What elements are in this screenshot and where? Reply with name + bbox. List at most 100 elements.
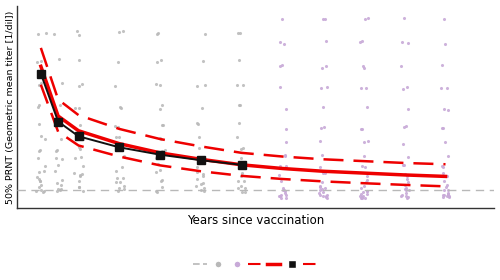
Point [32, 60, 40, 64]
Point [240, 186, 248, 191]
Point [78, 172, 86, 176]
Point [114, 189, 122, 194]
Point [192, 169, 200, 174]
Point [75, 58, 83, 62]
Point [37, 59, 45, 63]
Point [75, 135, 83, 139]
Point [316, 191, 324, 196]
Point [276, 194, 283, 199]
Point [440, 179, 448, 184]
Point [52, 123, 60, 128]
Point [34, 32, 42, 36]
Point [362, 86, 370, 90]
Point [76, 84, 84, 88]
Point [319, 170, 327, 175]
Point [404, 177, 411, 182]
Point [404, 188, 412, 192]
Point [278, 17, 285, 21]
Point [318, 66, 326, 70]
Point [276, 40, 284, 44]
Point [318, 179, 326, 184]
Point [397, 64, 405, 68]
Point [74, 32, 82, 37]
Point [35, 176, 43, 181]
Point [322, 195, 330, 199]
Point [440, 188, 448, 192]
Point [444, 191, 452, 195]
Point [356, 193, 364, 198]
Point [158, 123, 166, 127]
Point [444, 191, 452, 196]
Point [42, 164, 50, 169]
Point [74, 179, 82, 184]
Point [198, 59, 206, 63]
Point [399, 86, 407, 91]
Point [320, 190, 328, 194]
Point [240, 83, 248, 87]
Point [199, 181, 207, 186]
Point [117, 106, 125, 110]
Point [280, 42, 288, 46]
Point [116, 180, 124, 185]
Point [398, 39, 406, 44]
Legend: , , , , , , : , , , , , , [190, 256, 322, 272]
Point [322, 193, 330, 198]
Point [116, 105, 124, 109]
Point [58, 81, 66, 85]
Point [319, 105, 327, 109]
Point [75, 185, 83, 190]
Point [37, 183, 45, 188]
Point [234, 179, 242, 183]
Point [438, 62, 446, 67]
Point [202, 83, 209, 87]
Point [398, 163, 406, 168]
Point [438, 85, 446, 90]
Point [37, 81, 45, 85]
Point [200, 186, 208, 190]
Point [79, 189, 87, 193]
Point [282, 164, 290, 168]
Point [234, 186, 242, 190]
Point [76, 155, 84, 159]
Point [276, 196, 284, 200]
Point [438, 126, 446, 131]
Point [35, 103, 43, 107]
Point [112, 169, 120, 173]
Point [115, 30, 123, 34]
Point [54, 162, 62, 167]
Point [364, 192, 372, 196]
Point [238, 147, 246, 152]
Point [404, 155, 412, 159]
Point [358, 127, 366, 131]
Point [240, 179, 248, 183]
Point [358, 186, 366, 190]
Point [194, 121, 202, 125]
Point [276, 164, 284, 169]
Point [156, 106, 164, 111]
Point [280, 154, 288, 158]
Point [234, 31, 242, 36]
Point [76, 185, 84, 190]
Point [79, 137, 87, 141]
Point [76, 174, 84, 178]
Point [445, 195, 453, 199]
Point [38, 134, 46, 139]
Point [54, 187, 62, 192]
Point [158, 149, 166, 153]
Point [200, 174, 207, 178]
Point [233, 134, 241, 139]
Point [320, 125, 328, 130]
Point [76, 173, 84, 178]
Point [400, 172, 408, 177]
Point [358, 195, 366, 199]
Point [362, 196, 370, 200]
Point [276, 193, 284, 197]
Point [316, 165, 324, 169]
Point [445, 193, 453, 198]
Point [278, 62, 286, 67]
Point [360, 140, 368, 144]
Point [154, 31, 162, 35]
Point [56, 188, 64, 192]
Point [40, 188, 48, 193]
Point [110, 83, 118, 88]
